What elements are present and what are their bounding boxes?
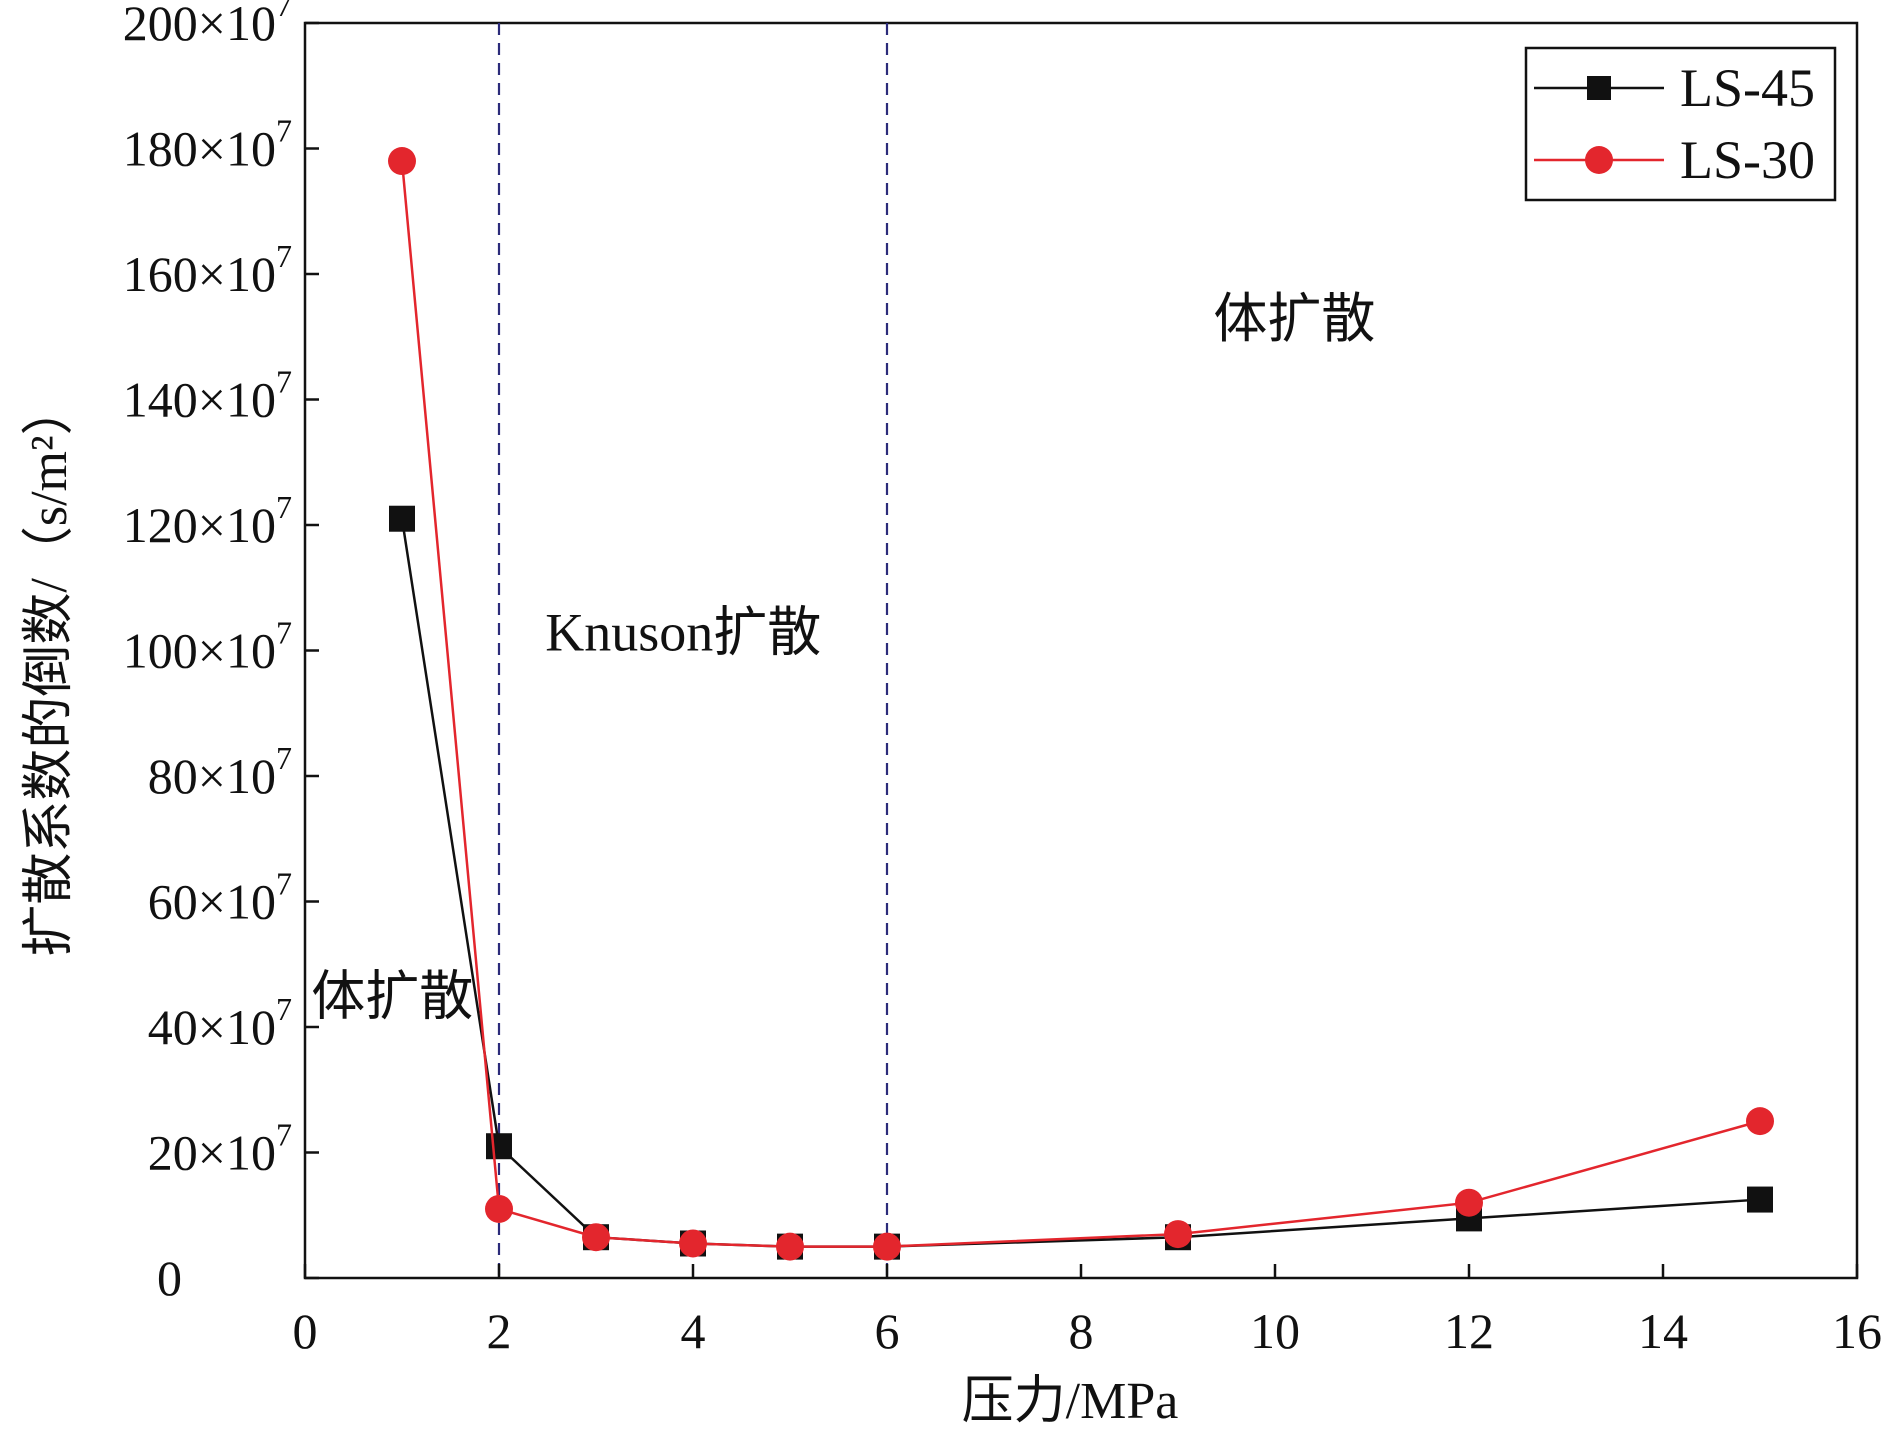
point-ls-30-1	[485, 1194, 513, 1223]
point-ls-45-0	[389, 505, 415, 532]
point-ls-30-7	[1455, 1188, 1483, 1217]
point-ls-45-8	[1747, 1186, 1773, 1213]
x-tick-label-5: 10	[1250, 1303, 1300, 1359]
x-tick-label-7: 14	[1638, 1303, 1688, 1359]
x-tick-label-1: 2	[487, 1303, 512, 1359]
point-ls-30-2	[582, 1223, 610, 1252]
legend-marker-ls-45	[1587, 76, 1611, 100]
y-axis-label: 扩散系数的倒数/（s/m²）	[21, 383, 78, 956]
x-tick-label-8: 16	[1832, 1303, 1882, 1359]
y-tick-label-4: 80×107	[148, 740, 292, 804]
y-tick-label-5: 100×107	[123, 615, 292, 679]
region-label-2: 体扩散	[1213, 289, 1375, 349]
x-tick-label-6: 12	[1444, 1303, 1494, 1359]
x-tick-label-3: 6	[875, 1303, 900, 1359]
legend-label-ls-30: LS-30	[1680, 130, 1815, 190]
legend-label-ls-45: LS-45	[1680, 58, 1815, 118]
point-ls-30-8	[1746, 1107, 1774, 1136]
region-label-1: Knuson扩散	[545, 603, 821, 663]
x-tick-label-2: 4	[681, 1303, 706, 1359]
y-tick-label-10: 200×107	[123, 0, 292, 51]
x-axis-ticks: 0 2 4 6 8 10 12 14 16	[293, 1264, 1882, 1359]
y-tick-label-8: 160×107	[123, 238, 292, 302]
region-label-0: 体扩散	[311, 966, 473, 1026]
x-axis-label: 压力/MPa	[962, 1373, 1179, 1430]
y-tick-label-6: 120×107	[123, 489, 292, 553]
point-ls-30-5	[873, 1232, 901, 1261]
x-tick-label-4: 8	[1069, 1303, 1094, 1359]
legend: LS-45 LS-30	[1524, 46, 1837, 202]
series-layer	[388, 147, 1774, 1261]
x-tick-label-0: 0	[293, 1303, 318, 1359]
point-ls-30-4	[776, 1232, 804, 1261]
point-ls-30-0	[388, 147, 416, 176]
region-divider-lines	[497, 23, 889, 1278]
legend-box	[1524, 46, 1837, 202]
plot-frame	[303, 21, 1859, 1280]
y-axis-ticks: 0 20×107 40×107 60×107 80×107 100×107 120×107 1…	[123, 0, 319, 1306]
series-line-ls-30	[400, 160, 1761, 1248]
legend-marker-ls-30	[1585, 146, 1613, 174]
point-ls-45-1	[486, 1133, 512, 1160]
y-tick-label-3: 60×107	[148, 866, 292, 930]
y-tick-label-9: 180×107	[123, 113, 292, 177]
y-tick-label-0: 0	[157, 1250, 182, 1306]
y-tick-label-2: 40×107	[148, 991, 292, 1055]
point-ls-30-6	[1164, 1220, 1192, 1249]
y-tick-label-1: 20×107	[148, 1117, 292, 1181]
point-ls-30-3	[679, 1229, 707, 1258]
y-tick-label-7: 140×107	[123, 364, 292, 428]
